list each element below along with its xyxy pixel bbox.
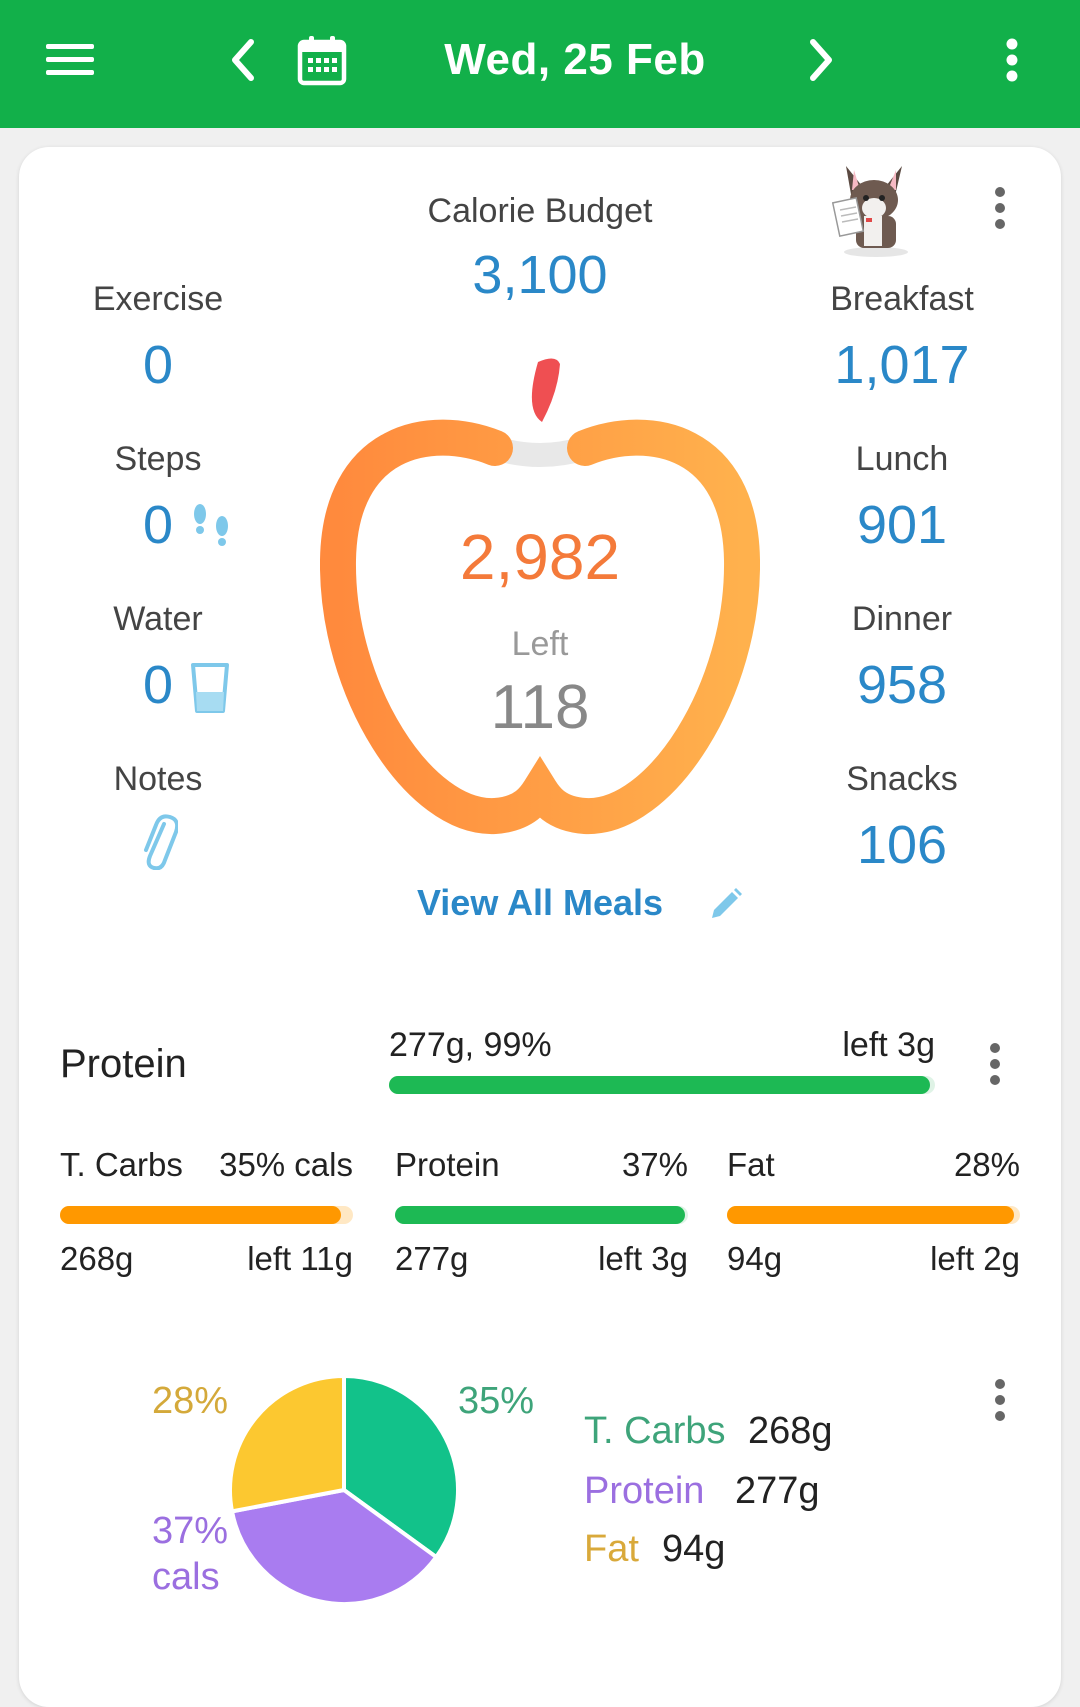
summary-more-icon[interactable]	[980, 178, 1020, 238]
paperclip-icon[interactable]	[138, 812, 180, 875]
protein-grams: 277g	[395, 1240, 469, 1277]
protein-goal-left: left 3g	[842, 1026, 935, 1064]
protein-name: Protein	[395, 1146, 500, 1183]
pie-label-protein-cals: cals	[152, 1556, 220, 1598]
edit-pencil-icon[interactable]	[708, 886, 744, 927]
snacks-value[interactable]: 106	[856, 815, 948, 875]
pie-slice-protein	[229, 1487, 440, 1606]
pie-more-icon[interactable]	[980, 1370, 1020, 1430]
water-glass-icon[interactable]	[190, 662, 230, 719]
calendar-icon[interactable]	[280, 18, 364, 102]
legend-carbs-name: T. Carbs	[584, 1410, 726, 1452]
carbs-track	[60, 1206, 353, 1224]
water-value[interactable]: 0	[142, 655, 174, 715]
carbs-left: left 11g	[247, 1240, 353, 1277]
apple-progress-ring[interactable]	[319, 350, 761, 845]
protein-goal-progress	[389, 1076, 930, 1094]
legend-protein-grams: 277g	[735, 1470, 820, 1512]
protein-left: left 3g	[598, 1240, 688, 1277]
protein-progress	[395, 1206, 686, 1224]
more-vert-icon[interactable]	[970, 18, 1054, 102]
chevron-left-icon[interactable]	[200, 18, 284, 102]
calories-left-label: Left	[511, 625, 569, 663]
footsteps-icon[interactable]	[190, 500, 234, 561]
snacks-label: Snacks	[846, 760, 958, 798]
protein-goal-amount: 277g, 99%	[389, 1026, 552, 1064]
exercise-label: Exercise	[92, 280, 224, 318]
fat-progress	[727, 1206, 1015, 1224]
chevron-right-icon[interactable]	[780, 18, 864, 102]
water-label: Water	[113, 600, 203, 638]
fat-track	[727, 1206, 1020, 1224]
steps-label: Steps	[114, 440, 202, 478]
dinner-label: Dinner	[851, 600, 953, 638]
breakfast-value[interactable]: 1,017	[834, 335, 970, 395]
menu-icon[interactable]	[28, 18, 112, 102]
carbs-grams: 268g	[60, 1240, 134, 1277]
fat-name: Fat	[727, 1146, 775, 1183]
dinner-value[interactable]: 958	[856, 655, 948, 715]
legend-protein-name: Protein	[584, 1470, 705, 1512]
calories-left-value: 118	[490, 673, 590, 742]
pie-label-protein: 37%	[152, 1510, 229, 1552]
dog-mascot-icon	[831, 160, 918, 265]
calorie-budget-value[interactable]: 3,100	[472, 245, 608, 305]
legend-carbs-grams: 268g	[748, 1410, 833, 1452]
pie-slice-t-carbs	[342, 1373, 460, 1560]
fat-grams: 94g	[727, 1240, 783, 1277]
calories-eaten-value: 2,982	[459, 521, 621, 593]
lunch-label: Lunch	[855, 440, 949, 478]
protein-goal-track	[389, 1076, 935, 1094]
protein-pct: 37%	[621, 1146, 688, 1183]
pie-label-fat: 28%	[152, 1380, 229, 1422]
protein-goal-more-icon[interactable]	[975, 1034, 1015, 1094]
protein-goal-label: Protein	[60, 1042, 187, 1086]
fat-left: left 2g	[930, 1240, 1020, 1277]
macro-pie-chart[interactable]	[226, 1372, 462, 1613]
legend-fat-grams: 94g	[662, 1528, 726, 1570]
current-date[interactable]: Wed, 25 Feb	[444, 35, 706, 84]
carbs-name: T. Carbs	[60, 1146, 183, 1183]
notes-label: Notes	[113, 760, 203, 798]
calorie-budget-label: Calorie Budget	[427, 192, 653, 230]
protein-track	[395, 1206, 688, 1224]
pie-slice-fat	[228, 1373, 346, 1514]
pie-label-carbs: 35%	[458, 1380, 535, 1422]
legend-fat-name: Fat	[584, 1528, 639, 1570]
exercise-value[interactable]: 0	[142, 335, 174, 395]
carbs-progress	[60, 1206, 342, 1224]
app-bar: Wed, 25 Feb	[0, 0, 1080, 128]
steps-value[interactable]: 0	[142, 495, 174, 555]
fat-pct: 28%	[953, 1146, 1020, 1183]
carbs-pct: 35% cals	[219, 1146, 353, 1183]
breakfast-label: Breakfast	[830, 280, 974, 318]
view-all-meals-link[interactable]: View All Meals	[416, 882, 664, 923]
lunch-value[interactable]: 901	[856, 495, 948, 555]
